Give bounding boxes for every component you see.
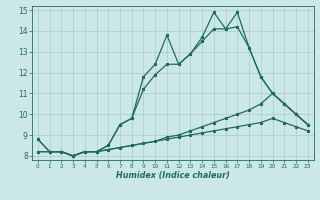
X-axis label: Humidex (Indice chaleur): Humidex (Indice chaleur) (116, 171, 230, 180)
